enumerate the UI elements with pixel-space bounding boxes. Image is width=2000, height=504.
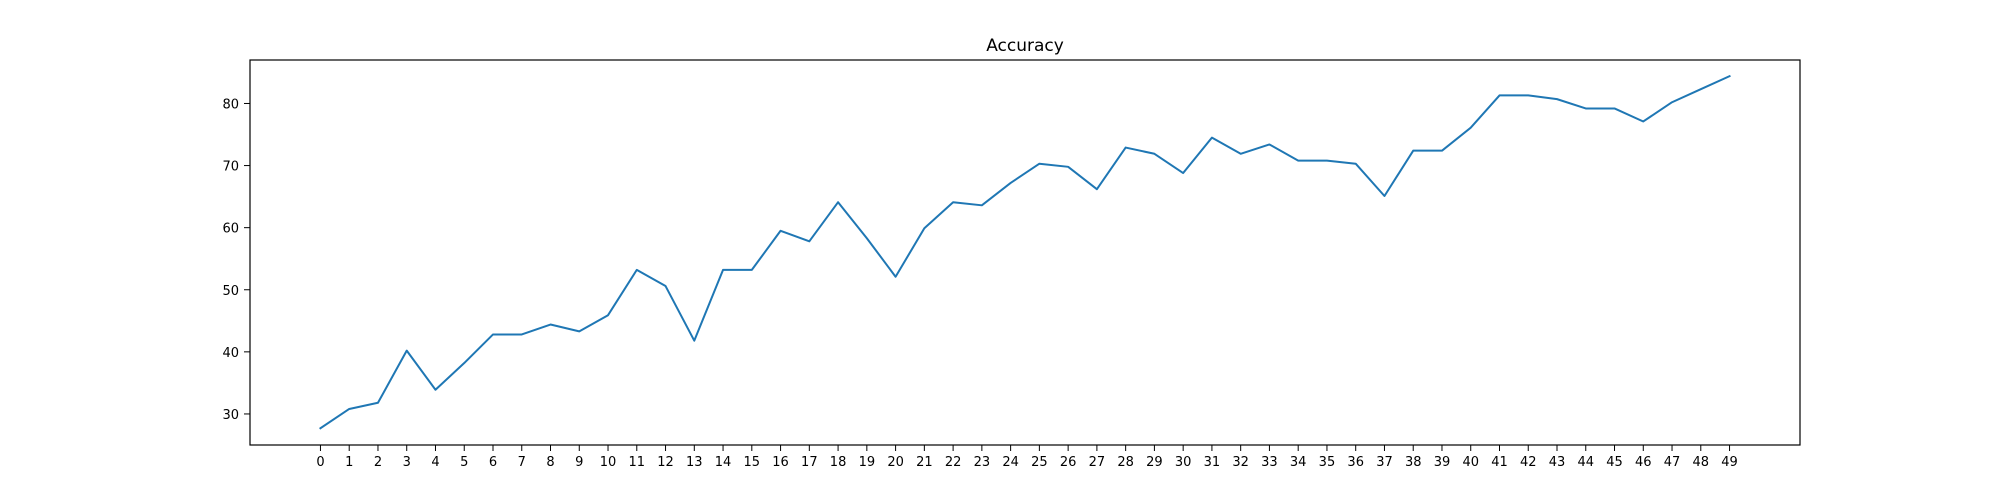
x-tick-label: 5 [460,455,468,470]
x-tick-label: 30 [1175,455,1192,470]
x-tick-label: 1 [345,455,353,470]
x-tick-label: 38 [1405,455,1422,470]
x-tick-label: 26 [1060,455,1077,470]
x-tick-label: 44 [1577,455,1594,470]
x-tick-label: 34 [1290,455,1307,470]
x-tick-label: 23 [974,455,991,470]
x-tick-label: 33 [1261,455,1278,470]
x-tick-label: 41 [1491,455,1508,470]
y-tick-label: 60 [222,222,239,237]
x-tick-label: 14 [715,455,732,470]
x-tick-label: 29 [1146,455,1163,470]
x-axis: 0 1 2 3 4 5 6 7 8 9 10 11 12 13 14 15 16 17 18 19 20 21 22 23 24… [316,445,1738,470]
y-axis: 30 40 50 60 70 80 [222,97,250,423]
x-tick-label: 15 [744,455,761,470]
x-tick-label: 3 [403,455,411,470]
x-tick-label: 19 [859,455,876,470]
x-tick-label: 28 [1117,455,1134,470]
x-tick-label: 21 [916,455,933,470]
y-tick-label: 80 [222,97,239,112]
x-tick-label: 22 [945,455,962,470]
x-tick-label: 7 [518,455,526,470]
y-tick-label: 30 [222,408,239,423]
x-tick-label: 12 [657,455,674,470]
x-tick-label: 24 [1002,455,1019,470]
x-tick-label: 2 [374,455,382,470]
x-tick-label: 27 [1089,455,1106,470]
x-tick-label: 48 [1693,455,1710,470]
x-tick-label: 20 [887,455,904,470]
x-tick-label: 11 [629,455,646,470]
x-tick-label: 40 [1462,455,1479,470]
y-tick-label: 50 [222,284,239,299]
x-tick-label: 16 [772,455,789,470]
x-tick-label: 18 [830,455,847,470]
x-tick-label: 36 [1347,455,1364,470]
x-tick-label: 35 [1319,455,1336,470]
chart-title: Accuracy [986,36,1064,56]
x-tick-label: 6 [489,455,497,470]
x-tick-label: 46 [1635,455,1652,470]
x-tick-label: 9 [575,455,583,470]
x-tick-label: 0 [316,455,324,470]
x-tick-label: 42 [1520,455,1537,470]
plot-frame [249,59,1801,446]
y-tick-label: 40 [222,346,239,361]
x-tick-label: 32 [1232,455,1249,470]
x-tick-label: 8 [546,455,554,470]
plot-series [319,74,1731,430]
x-tick-label: 49 [1721,455,1738,470]
x-tick-label: 43 [1549,455,1566,470]
series-line [319,74,1731,430]
x-tick-label: 47 [1664,455,1681,470]
x-tick-label: 39 [1434,455,1451,470]
x-tick-label: 31 [1204,455,1221,470]
x-tick-label: 4 [431,455,439,470]
y-tick-label: 70 [222,160,239,175]
x-tick-label: 37 [1376,455,1393,470]
x-tick-label: 13 [686,455,703,470]
x-tick-label: 17 [801,455,818,470]
x-tick-label: 25 [1031,455,1048,470]
x-tick-label: 10 [600,455,617,470]
x-tick-label: 45 [1606,455,1623,470]
